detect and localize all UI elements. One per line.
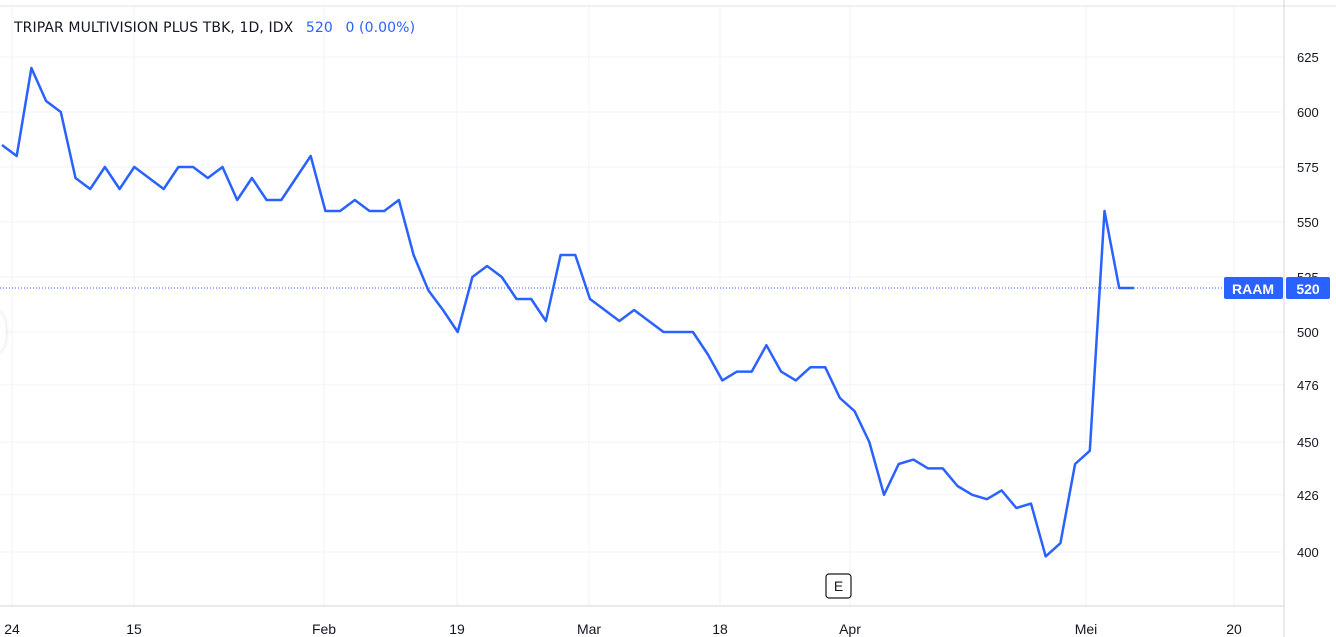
chart-legend: TRIPAR MULTIVISION PLUS TBK, 1D, IDX 520… <box>14 20 415 36</box>
price-tag-symbol-bg <box>1224 277 1283 299</box>
x-tick-label: Mei <box>1075 621 1098 637</box>
x-tick-label: Apr <box>839 621 861 637</box>
grid-lines <box>0 6 1284 606</box>
y-tick-label: 600 <box>1297 105 1319 120</box>
y-tick-label: 476 <box>1297 378 1319 393</box>
x-tick-label: 20 <box>1226 621 1242 637</box>
y-tick-label: 575 <box>1297 160 1319 175</box>
earnings-event-marker[interactable]: E <box>825 573 852 599</box>
y-tick-label: 400 <box>1297 545 1319 560</box>
y-axis-labels: 625600575550525500476450426400 <box>1297 50 1319 560</box>
x-tick-label: 18 <box>712 621 728 637</box>
symbol-title: TRIPAR MULTIVISION PLUS TBK, 1D, IDX <box>14 20 294 36</box>
y-tick-label: 550 <box>1297 215 1319 230</box>
price-tag-value: 520 <box>1296 281 1320 297</box>
price-change: 0 (0.00%) <box>345 20 416 36</box>
earnings-event-box[interactable] <box>825 573 852 599</box>
price-tag-symbol: RAAM <box>1232 281 1274 297</box>
earnings-event-label: E <box>834 578 843 594</box>
x-tick-label: Mar <box>577 621 601 637</box>
x-tick-label: 24 <box>4 621 20 637</box>
price-tag: RAAM 520 <box>1224 277 1330 299</box>
side-panel-handle[interactable] <box>0 312 6 352</box>
last-value: 520 <box>305 20 333 36</box>
price-line-series[interactable] <box>1 66 1134 558</box>
x-tick-label: 15 <box>126 621 142 637</box>
price-tag-value-bg <box>1286 277 1330 299</box>
x-axis-labels: 24 15 Feb 19 Mar 18 Apr Mei 20 <box>4 621 1242 637</box>
y-tick-label: 426 <box>1297 488 1319 503</box>
x-tick-label: 19 <box>449 621 465 637</box>
y-tick-label: 450 <box>1297 435 1319 450</box>
y-tick-label: 500 <box>1297 325 1319 340</box>
y-tick-label: 625 <box>1297 50 1319 65</box>
x-tick-label: Feb <box>312 621 336 637</box>
